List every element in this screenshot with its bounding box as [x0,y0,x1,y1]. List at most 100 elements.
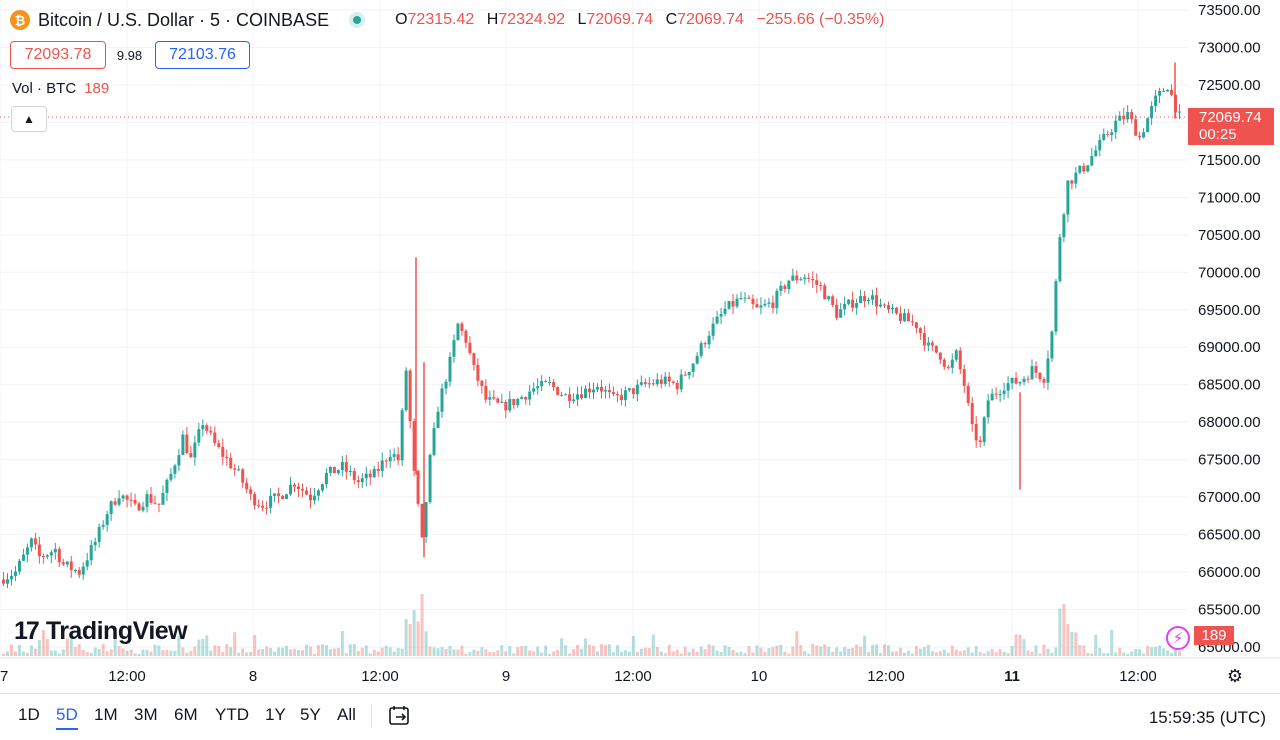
candle-body [839,309,843,318]
price-tick-label: 65500.00 [1198,602,1261,619]
volume-bar [1134,649,1138,656]
volume-bar [1066,624,1070,656]
range-6m[interactable]: 6M [174,705,198,724]
buy-price-button[interactable]: 72103.76 [155,41,250,69]
price-tick-label: 67500.00 [1198,452,1261,469]
volume-bar [763,652,767,656]
candle-body [1002,390,1006,395]
candle-body [998,394,1002,396]
volume-bar [237,652,241,656]
candle-body [300,488,304,491]
volume-bar [1070,631,1074,656]
candle-body [432,428,436,455]
candle-body [81,566,85,575]
candle-body [440,388,444,412]
volume-bar [1162,648,1166,656]
volume-bar [372,649,376,656]
candle-body [117,498,121,505]
candle-body [779,285,783,291]
go-to-date-icon[interactable] [388,704,412,728]
volume-bar [655,646,659,656]
price-tick-label: 73000.00 [1198,39,1261,56]
candle-body [436,411,440,429]
volume-bar [1082,645,1086,656]
volume-bar [436,648,440,656]
candle-body [129,499,133,501]
candle-body [1170,89,1174,95]
utc-clock[interactable]: 15:59:35 (UTC) [1148,708,1266,727]
time-tick-label: 10 [751,668,768,685]
candle-body [890,307,894,310]
range-1d[interactable]: 1D [18,705,40,724]
volume-bar [699,646,703,656]
candle-body [1022,378,1026,383]
candle-body [53,548,57,553]
candle-body [508,399,512,411]
candle-body [101,525,105,527]
candle-body [217,443,221,447]
volume-bar [273,651,277,656]
volume-bar [73,646,77,656]
chevron-up-icon: ▲ [23,112,35,126]
volume-bar [448,646,452,656]
volume-bar [615,645,619,656]
volume-bar [918,648,922,656]
candle-body [376,468,380,471]
volume-bar [77,644,81,656]
candle-body [910,321,914,323]
price-chart[interactable]: 73500.00 73000.00 72500.00 71500.00 71000.00… [0,0,1280,693]
collapse-legend-button[interactable]: ▲ [11,106,47,132]
candle-body [978,440,982,443]
range-1m[interactable]: 1M [94,705,118,724]
volume-bar [516,647,520,656]
symbol-header[interactable]: ₿ Bitcoin / U.S. Dollar · 5 · COINBASE O… [10,8,884,32]
candle-body [647,383,651,385]
volume-bar [1166,650,1170,656]
volume-bar [109,649,113,656]
volume-bar [1142,653,1146,656]
candle-body [1122,115,1126,120]
candle-body [185,434,189,454]
volume-bar [532,651,536,656]
time-tick-label: 12:00 [1119,668,1157,685]
volume-bar [568,653,572,656]
volume-bar [564,645,568,656]
range-5y[interactable]: 5Y [300,705,321,724]
candle-body [791,275,795,281]
volume-bar [125,650,129,656]
volume-bar [1038,653,1042,656]
candle-body [755,304,759,308]
volume-bar [444,648,448,656]
candle-body [795,275,799,281]
range-1y[interactable]: 1Y [265,705,286,724]
volume-bar [1062,604,1066,656]
range-ytd[interactable]: YTD [215,705,249,724]
candle-body [492,397,496,399]
candle-body [85,560,89,567]
range-all[interactable]: All [337,705,356,724]
volume-bar [364,645,368,656]
lightning-icon[interactable]: ⚡ [1166,626,1190,650]
price-tick-label: 69000.00 [1198,339,1261,356]
tradingview-logo[interactable]: 17 TradingView [14,617,188,646]
candle-body [476,364,480,381]
candle-body [388,456,392,462]
candle-body [1166,89,1170,92]
sell-price-button[interactable]: 72093.78 [10,41,106,69]
volume-bar [647,647,651,656]
candle-body [811,278,815,281]
settings-gear-icon[interactable]: ⚙ [1226,665,1244,686]
candle-body [715,316,719,324]
candle-body [1158,90,1162,96]
range-5d[interactable]: 5D [56,702,78,730]
candle-body [1142,132,1146,138]
range-3m[interactable]: 3M [134,705,158,724]
volume-bar [599,644,603,656]
candle-body [775,290,779,308]
candle-body [926,342,930,346]
volume-bar [910,653,914,656]
volume-bar [312,653,316,656]
volume-bar [803,650,807,656]
volume-bar [883,644,887,656]
candle-body [552,381,556,387]
